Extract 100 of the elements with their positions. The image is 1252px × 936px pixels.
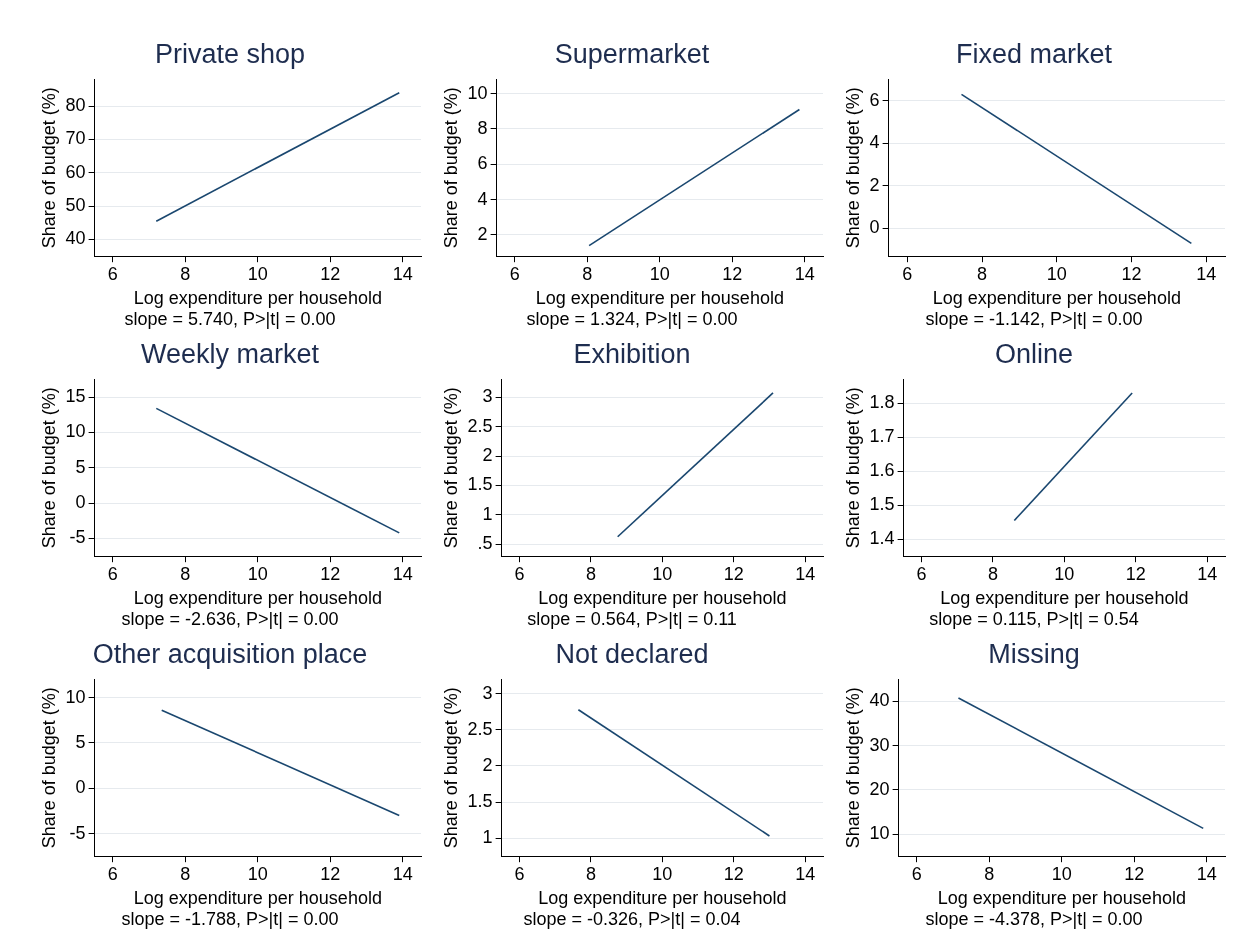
- y-tick-label: 0: [869, 217, 880, 238]
- y-axis-title: Share of budget (%): [440, 687, 461, 849]
- y-tick-label: 4: [477, 188, 488, 209]
- chart-title: Other acquisition place: [92, 638, 368, 669]
- x-tick-label: 14: [794, 263, 815, 284]
- y-tick-label: 30: [869, 734, 890, 755]
- y-tick-label: 0: [75, 777, 86, 798]
- x-axis-title: Log expenditure per household: [535, 287, 784, 308]
- x-tick-label: 6: [514, 863, 525, 884]
- y-tick-label: 2.5: [467, 415, 493, 436]
- text: slope = -0.326, P>|t| = 0.04: [523, 909, 741, 930]
- y-axis-title: Share of budget (%): [38, 687, 59, 849]
- y-axis-title: Share of budget (%): [38, 387, 59, 549]
- x-tick-label: 10: [652, 563, 673, 584]
- x-tick-label: 10: [1051, 863, 1072, 884]
- y-axis-title: Share of budget (%): [38, 87, 59, 249]
- x-tick-label: 12: [1125, 563, 1146, 584]
- x-tick-label: 8: [987, 563, 998, 584]
- x-tick-label: 14: [392, 563, 413, 584]
- y-tick-label: 5: [75, 456, 86, 477]
- x-tick-label: 10: [652, 863, 673, 884]
- x-tick-label: 14: [392, 863, 413, 884]
- x-tick-label: 10: [1046, 263, 1067, 284]
- x-tick-label: 14: [1196, 263, 1217, 284]
- y-axis-title: Share of budget (%): [842, 387, 863, 549]
- x-tick-label: 8: [585, 563, 596, 584]
- x-tick-label: 6: [514, 563, 525, 584]
- y-axis-title: Share of budget (%): [440, 387, 461, 549]
- x-axis-title: Log expenditure per household: [932, 287, 1181, 308]
- y-tick-label: -5: [69, 822, 86, 843]
- x-axis-title: Log expenditure per household: [133, 287, 382, 308]
- x-tick-label: 12: [723, 863, 744, 884]
- x-tick-label: 8: [585, 863, 596, 884]
- chart-title: Supermarket: [554, 38, 710, 69]
- y-tick-label: 0: [75, 492, 86, 513]
- x-tick-label: 14: [795, 563, 816, 584]
- chart-title: Not declared: [555, 638, 709, 669]
- y-tick-label: 8: [477, 117, 488, 138]
- x-tick-label: 12: [1121, 263, 1142, 284]
- x-tick-label: 10: [649, 263, 670, 284]
- x-tick-label: 12: [320, 863, 341, 884]
- x-tick-label: 10: [1054, 563, 1075, 584]
- y-tick-label: 10: [65, 421, 86, 442]
- y-tick-label: 50: [65, 195, 86, 216]
- x-tick-label: 8: [180, 863, 191, 884]
- y-tick-label: 10: [65, 686, 86, 707]
- x-tick-label: 14: [1196, 863, 1217, 884]
- x-axis-title: Log expenditure per household: [133, 587, 382, 608]
- x-tick-label: 12: [320, 563, 341, 584]
- y-tick-label: 1.4: [869, 528, 895, 549]
- y-tick-label: 10: [869, 823, 890, 844]
- y-tick-label: 3: [482, 682, 493, 703]
- x-tick-label: 12: [320, 263, 341, 284]
- chart-title: Fixed market: [955, 38, 1113, 69]
- x-tick-label: 6: [916, 563, 927, 584]
- x-tick-label: 12: [723, 563, 744, 584]
- y-tick-label: 2: [482, 754, 493, 775]
- y-tick-label: 10: [467, 82, 488, 103]
- x-tick-label: 6: [107, 563, 118, 584]
- y-tick-label: 70: [65, 128, 86, 149]
- text: slope = -2.636, P>|t| = 0.00: [121, 609, 339, 630]
- y-tick-label: 4: [869, 132, 880, 153]
- y-tick-label: 1: [482, 503, 493, 524]
- text: slope = 1.324, P>|t| = 0.00: [526, 309, 738, 330]
- x-tick-label: 12: [722, 263, 743, 284]
- x-tick-label: 6: [911, 863, 922, 884]
- x-axis-title: Log expenditure per household: [538, 887, 787, 908]
- x-tick-label: 10: [247, 563, 268, 584]
- x-tick-label: 8: [180, 563, 191, 584]
- x-tick-label: 6: [107, 263, 118, 284]
- text: slope = 5.740, P>|t| = 0.00: [124, 309, 336, 330]
- y-tick-label: 80: [65, 95, 86, 116]
- x-axis-title: Log expenditure per household: [937, 887, 1186, 908]
- x-tick-label: 8: [582, 263, 593, 284]
- y-tick-label: 2: [869, 174, 880, 195]
- y-tick-label: 2: [477, 223, 488, 244]
- x-tick-label: 6: [902, 263, 913, 284]
- y-tick-label: 6: [477, 153, 488, 174]
- y-tick-label: 1.8: [869, 392, 895, 413]
- y-tick-label: 40: [65, 228, 86, 249]
- y-tick-label: 15: [65, 386, 86, 407]
- x-axis-title: Log expenditure per household: [538, 587, 787, 608]
- x-axis-title: Log expenditure per household: [133, 887, 382, 908]
- y-tick-label: 1.6: [869, 460, 895, 481]
- y-tick-label: -5: [69, 527, 86, 548]
- y-tick-label: 1: [482, 827, 493, 848]
- y-tick-label: 5: [75, 731, 86, 752]
- y-tick-label: 6: [869, 89, 880, 110]
- chart-title: Exhibition: [573, 338, 691, 369]
- y-tick-label: 1.7: [869, 426, 895, 447]
- y-axis-title: Share of budget (%): [842, 687, 863, 849]
- text: slope = -1.788, P>|t| = 0.00: [121, 909, 339, 930]
- x-tick-label: 8: [984, 863, 995, 884]
- y-tick-label: 3: [482, 386, 493, 407]
- text: slope = 0.115, P>|t| = 0.54: [929, 609, 1139, 630]
- text: slope = -1.142, P>|t| = 0.00: [925, 309, 1143, 330]
- y-axis-title: Share of budget (%): [440, 87, 461, 249]
- chart-title: Weekly market: [140, 338, 320, 369]
- x-tick-label: 10: [247, 263, 268, 284]
- text: slope = 0.564, P>|t| = 0.11: [527, 609, 737, 630]
